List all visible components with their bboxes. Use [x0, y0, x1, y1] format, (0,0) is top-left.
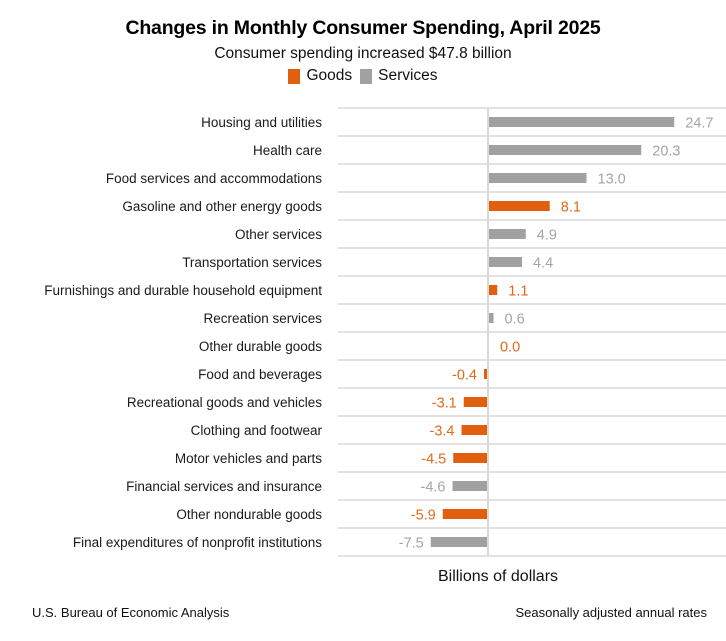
bar-other-services — [489, 229, 526, 239]
data-label: -5.9 — [411, 508, 436, 524]
data-label: 0.6 — [505, 312, 525, 328]
category-label: Recreational goods and vehicles — [127, 395, 322, 410]
data-label: 4.4 — [533, 256, 553, 272]
category-label: Food services and accommodations — [106, 171, 322, 186]
legend-label-goods: Goods — [306, 67, 353, 84]
x-axis-label: Billions of dollars — [437, 568, 559, 585]
data-label: -4.5 — [421, 452, 446, 468]
category-label: Other services — [235, 227, 322, 242]
chart-title: Changes in Monthly Consumer Spending, Ap… — [125, 17, 601, 39]
data-label: -4.6 — [421, 480, 446, 496]
bar-financial-services-and-insurance — [452, 481, 487, 491]
bar-other-nondurable-goods — [442, 509, 487, 519]
bar-furnishings-and-durable-household-equipment — [489, 285, 498, 295]
bar-clothing-and-footwear — [461, 425, 487, 435]
category-label: Other nondurable goods — [176, 507, 322, 522]
category-label: Housing and utilities — [201, 115, 322, 130]
legend-label-services: Services — [378, 67, 438, 84]
legend-item-services: Services — [360, 67, 438, 85]
data-label: -3.4 — [430, 424, 455, 440]
bar-transportation-services — [489, 257, 522, 267]
bar-recreation-services — [489, 313, 494, 323]
legend: Goods Services — [0, 67, 726, 85]
bar-housing-and-utilities — [489, 117, 675, 127]
bar-recreational-goods-and-vehicles — [463, 397, 487, 407]
legend-item-goods: Goods — [288, 67, 352, 85]
bar-gasoline-and-other-energy-goods — [489, 201, 550, 211]
category-label: Food and beverages — [198, 367, 322, 382]
category-label: Recreation services — [203, 311, 322, 326]
bar-final-expenditures-of-nonprofit-institutions — [430, 537, 487, 547]
bar-health-care — [489, 145, 642, 155]
category-label: Gasoline and other energy goods — [122, 199, 322, 214]
data-label: 1.1 — [508, 284, 528, 300]
data-label: 24.7 — [685, 116, 713, 132]
legend-swatch-goods — [288, 68, 301, 84]
source-note: U.S. Bureau of Economic Analysis — [32, 605, 230, 620]
bar-food-services-and-accommodations — [489, 173, 587, 183]
bar-motor-vehicles-and-parts — [453, 453, 487, 463]
category-label: Final expenditures of nonprofit institut… — [73, 535, 322, 550]
category-label: Motor vehicles and parts — [175, 451, 322, 466]
chart-subtitle: Consumer spending increased $47.8 billio… — [214, 45, 512, 62]
data-label: 0.0 — [500, 340, 520, 356]
category-label: Other durable goods — [199, 339, 322, 354]
category-label: Health care — [253, 143, 322, 158]
data-label: -7.5 — [399, 536, 424, 552]
data-label: 20.3 — [652, 144, 680, 160]
category-label: Furnishings and durable household equipm… — [44, 283, 322, 298]
category-label: Clothing and footwear — [191, 423, 323, 438]
data-label: 8.1 — [561, 200, 581, 216]
data-label: -3.1 — [432, 396, 457, 412]
category-label: Financial services and insurance — [126, 479, 322, 494]
bar-food-and-beverages — [484, 369, 487, 379]
data-label: 13.0 — [598, 172, 626, 188]
data-label: -0.4 — [452, 368, 477, 384]
legend-swatch-services — [360, 68, 373, 84]
category-label: Transportation services — [182, 255, 322, 270]
data-label: 4.9 — [537, 228, 557, 244]
rate-note: Seasonally adjusted annual rates — [515, 605, 707, 620]
